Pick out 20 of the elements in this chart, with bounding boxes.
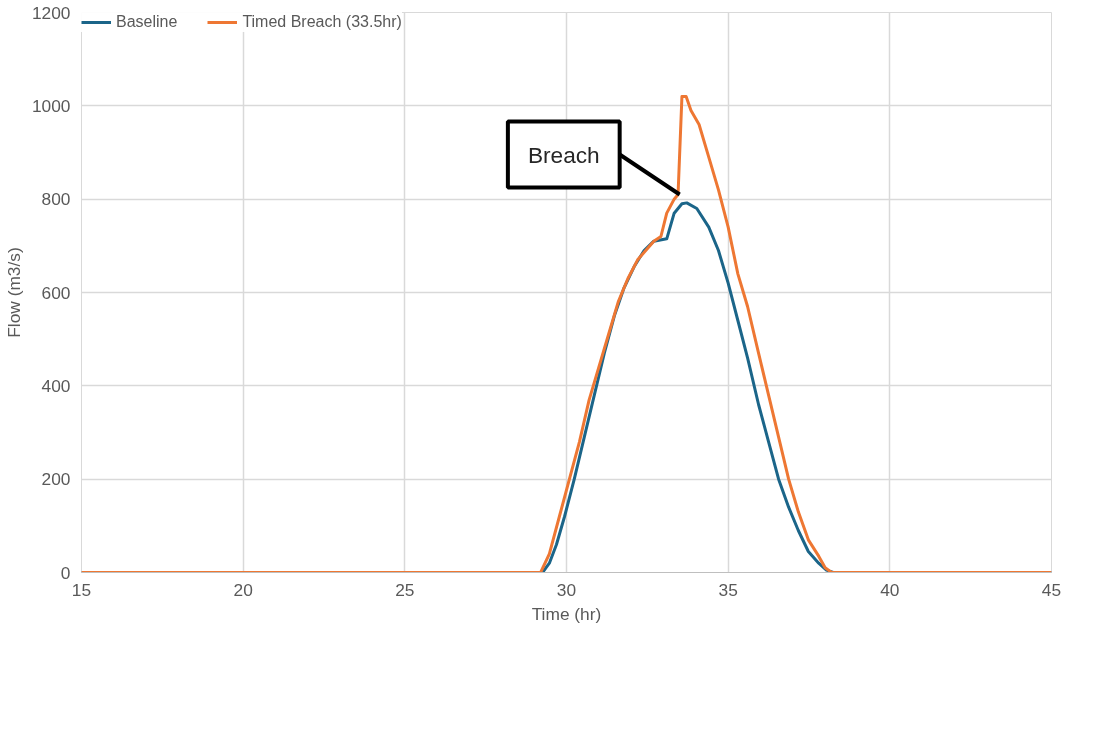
y-tick-label: 0 [60,562,71,583]
y-tick-label: 400 [41,375,71,396]
x-tick-label: 45 [1041,579,1062,600]
x-axis-title: Time (hr) [531,603,602,624]
x-tick-label: 30 [556,579,577,600]
y-axis-title: Flow (m3/s) [3,247,24,338]
x-tick-label: 35 [718,579,738,600]
y-tick-label: 1000 [31,95,71,116]
x-tick-label: 40 [880,579,900,600]
y-tick-label: 1200 [31,2,71,23]
x-tick-label: 25 [395,579,415,600]
line-series [81,95,1052,573]
x-tick-label: 15 [71,579,92,600]
legend-label: Timed Breach (33.5hr) [242,13,402,31]
y-tick-label: 600 [41,282,71,303]
y-tick-label: 200 [41,469,71,490]
annotation: Breach [527,141,600,168]
x-tick-label: 20 [233,579,253,600]
y-tick-label: 800 [41,189,71,210]
legend-label: Baseline [116,13,178,31]
